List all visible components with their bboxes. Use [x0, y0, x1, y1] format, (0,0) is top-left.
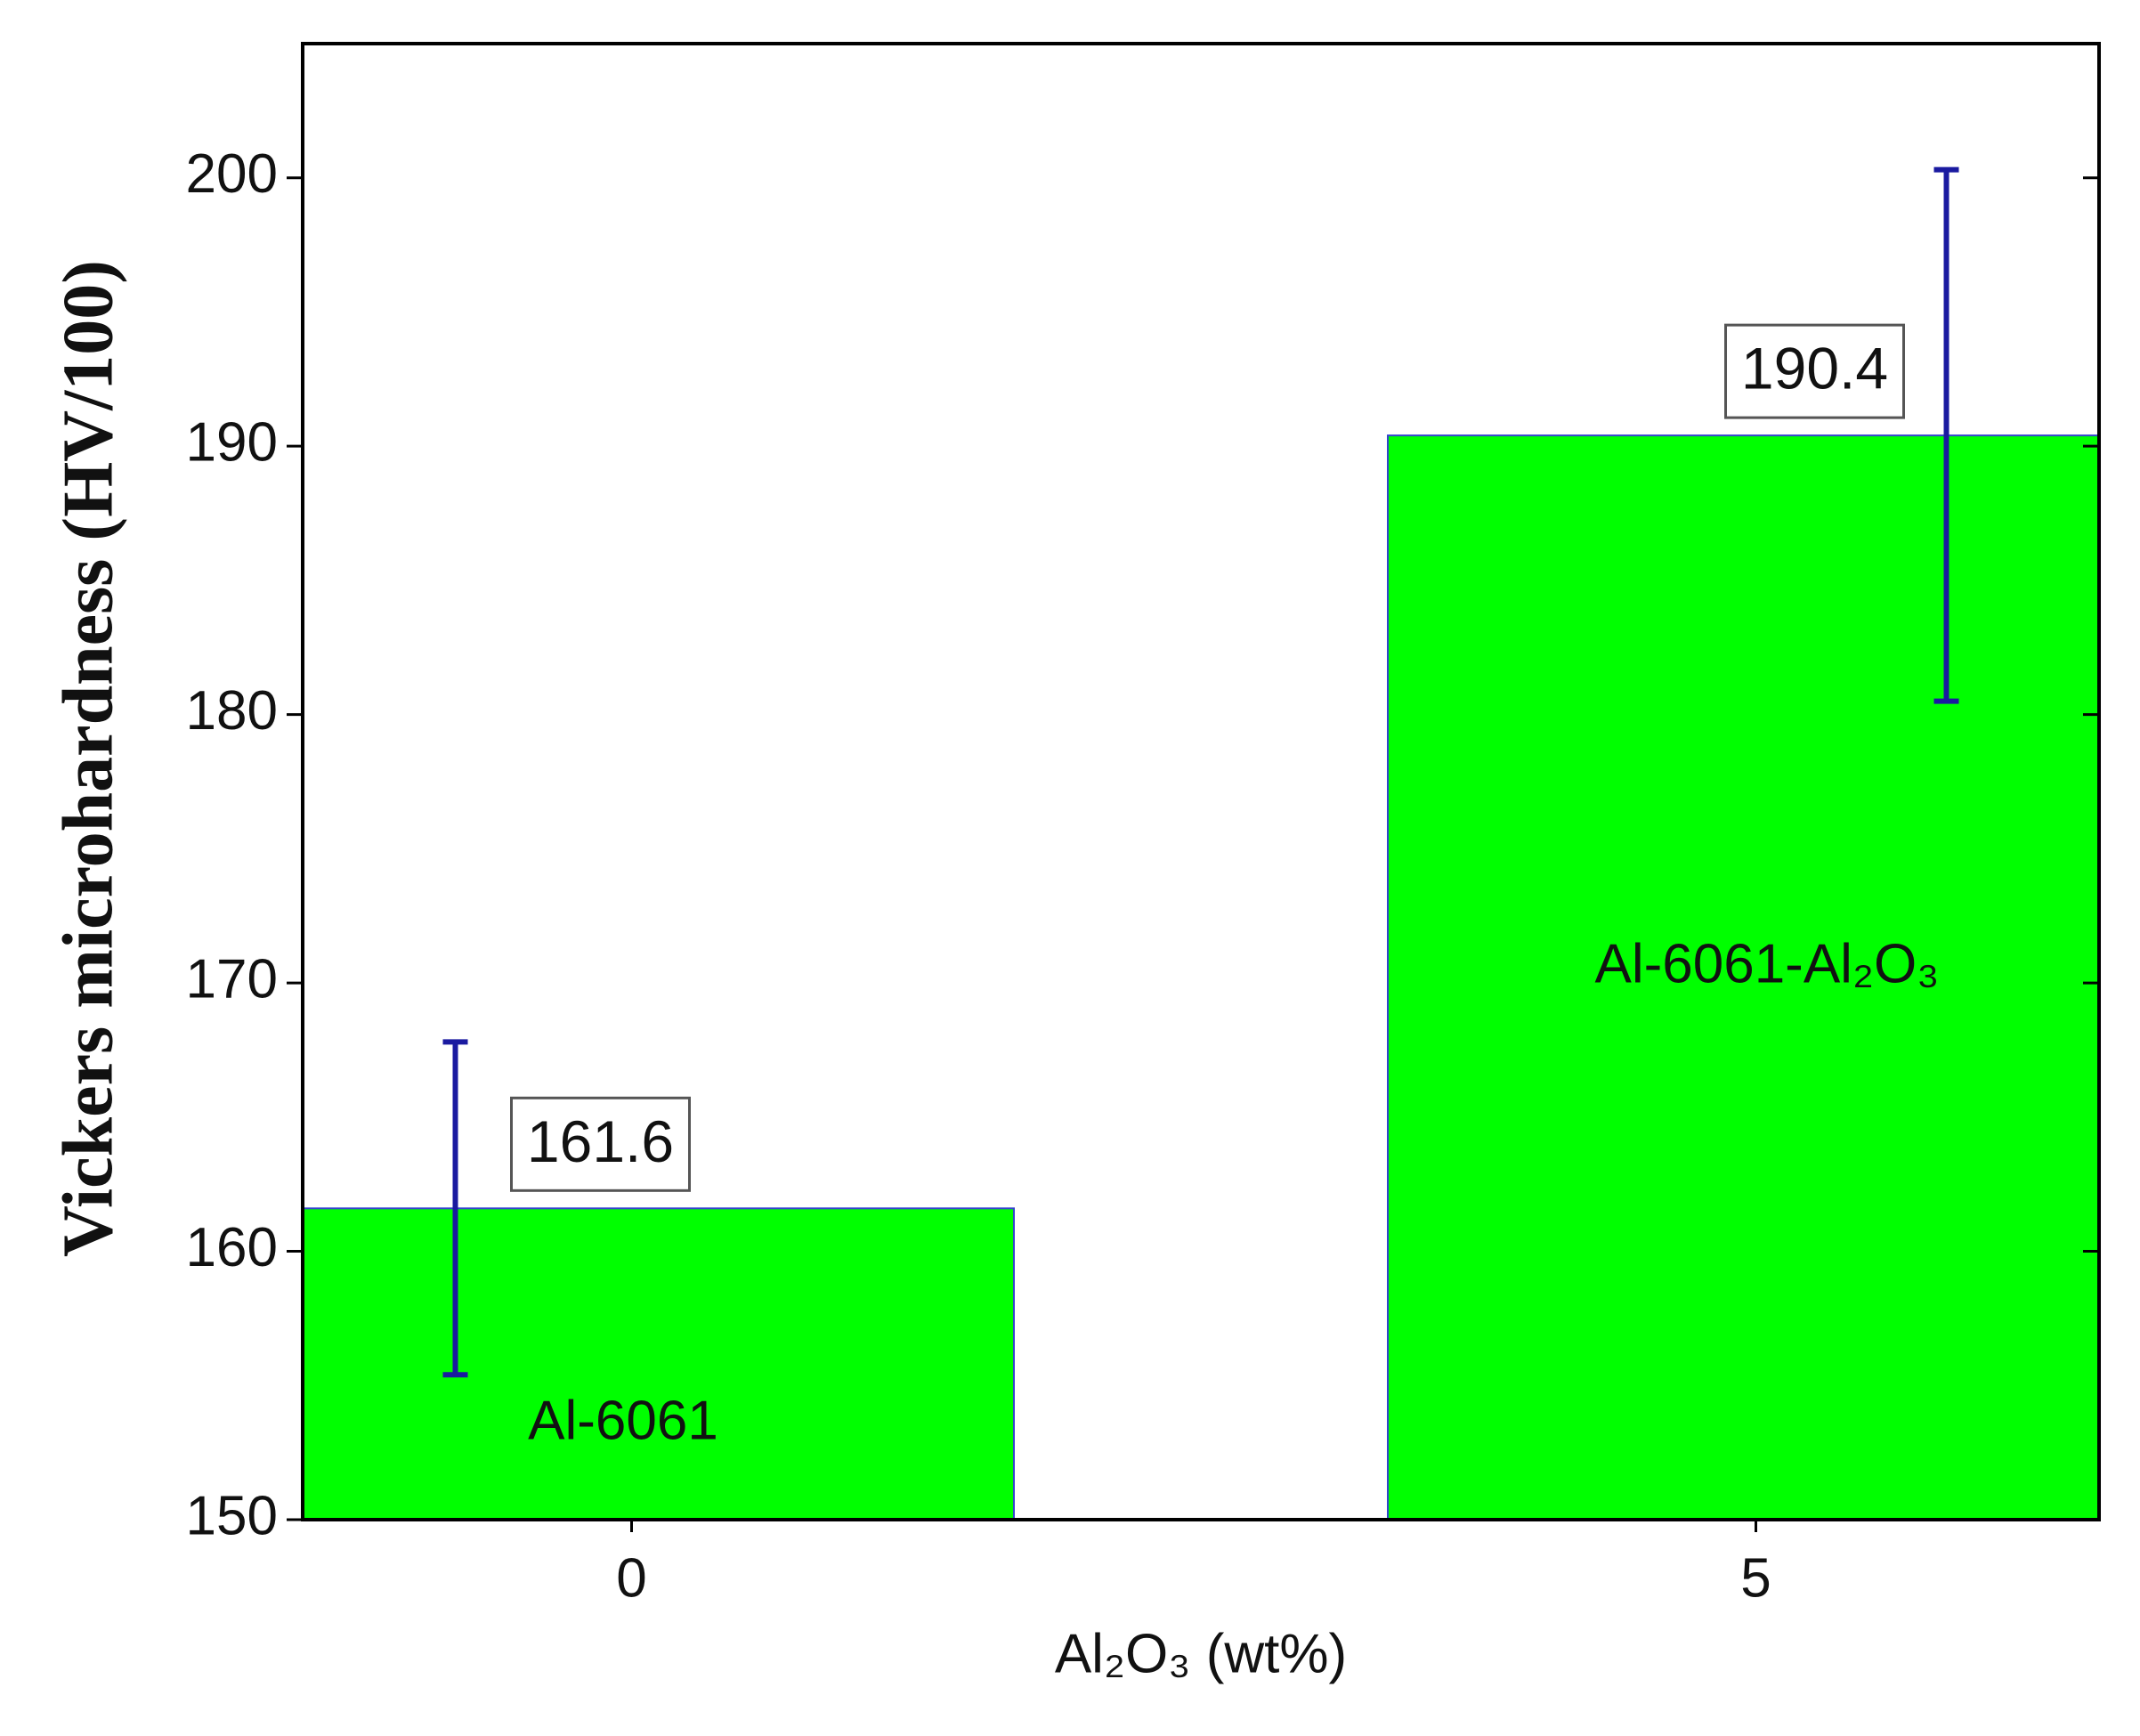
y-axis-title: Vickers microhardness (HV/100): [49, 260, 127, 1257]
bar-label: Al-6061-Al₂O₃: [1594, 933, 1939, 994]
plot-frame: [301, 42, 2101, 1521]
y-tick-label: 200: [186, 143, 278, 205]
y-tick-label: 150: [186, 1485, 278, 1546]
x-tick-label: 0: [616, 1547, 646, 1609]
y-tick-label: 180: [186, 680, 278, 742]
y-tick-label: 190: [186, 412, 278, 474]
x-axis-title: Al₂O₃ (wt%): [1055, 1623, 1347, 1684]
x-tick-label: 5: [1740, 1547, 1771, 1609]
value-label: 190.4: [1741, 336, 1888, 402]
value-label: 161.6: [527, 1108, 674, 1174]
value-label-box: [510, 1096, 691, 1192]
bar-label: Al-6061: [528, 1390, 718, 1451]
y-tick-label: 170: [186, 948, 278, 1010]
value-label-box: [1724, 323, 1905, 419]
bar: [302, 1207, 1015, 1521]
y-tick-label: 160: [186, 1217, 278, 1278]
